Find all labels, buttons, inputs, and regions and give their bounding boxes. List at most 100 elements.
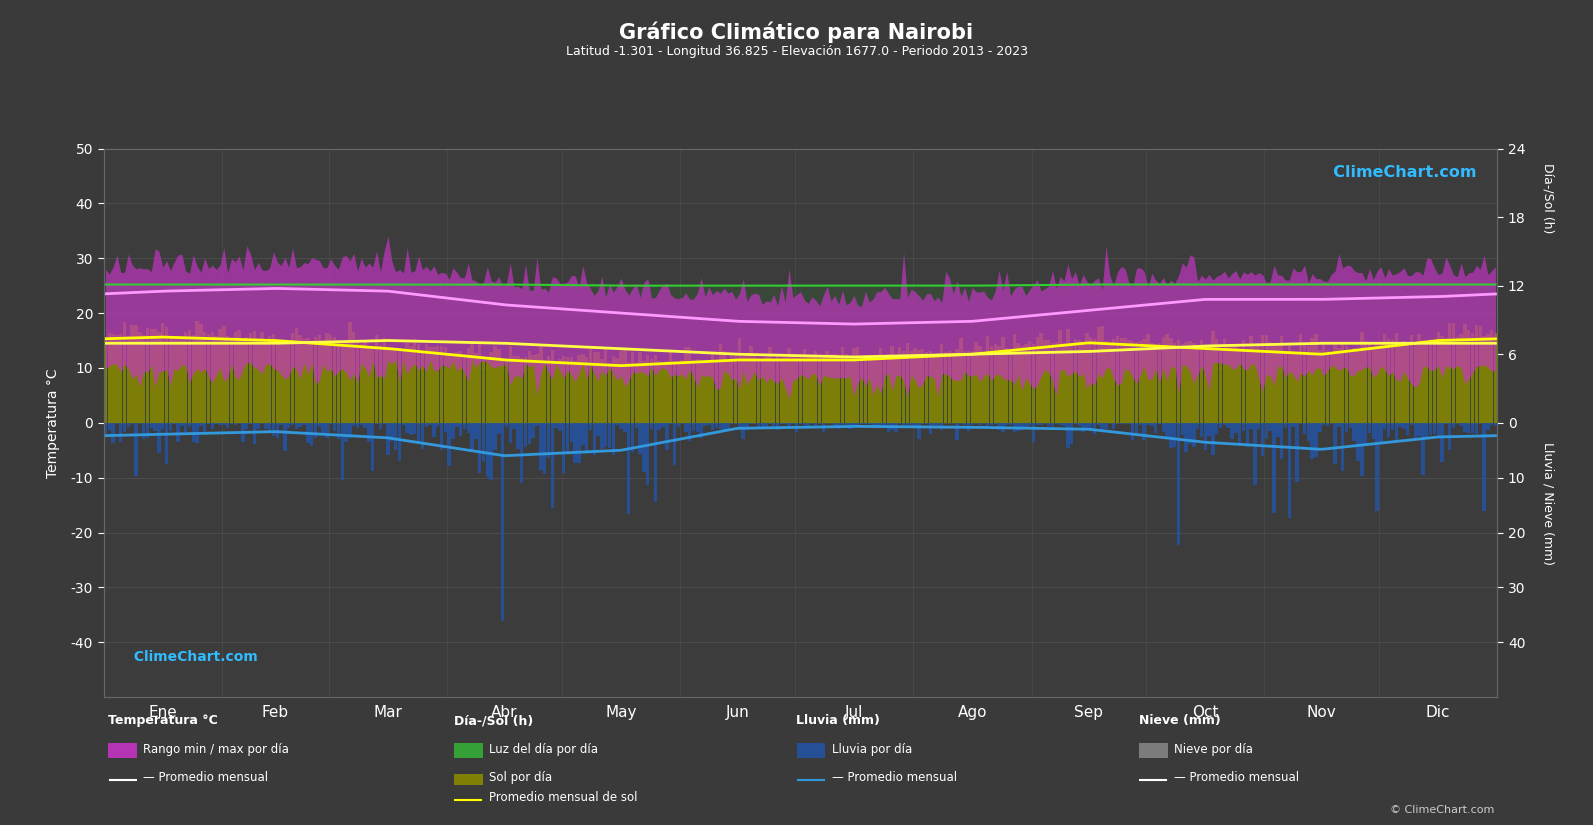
Bar	[585, 422, 588, 455]
Bar	[379, 345, 382, 422]
Bar	[860, 422, 863, 424]
Bar	[1074, 339, 1077, 422]
Bar	[1383, 333, 1386, 422]
Bar	[1223, 422, 1227, 425]
Bar	[489, 422, 492, 480]
Bar	[161, 323, 164, 422]
Bar	[1375, 422, 1380, 512]
Bar	[967, 351, 970, 422]
Bar	[424, 422, 429, 427]
Bar	[1196, 346, 1200, 422]
Bar	[153, 329, 156, 422]
Bar	[749, 422, 752, 424]
Bar	[513, 356, 516, 422]
Bar	[883, 357, 886, 422]
Bar	[1200, 422, 1203, 436]
Bar	[836, 356, 841, 422]
Bar	[440, 422, 443, 450]
Bar	[303, 422, 306, 425]
Bar	[1494, 422, 1497, 426]
Bar	[1150, 422, 1153, 427]
Bar	[1169, 422, 1172, 448]
Bar	[1227, 347, 1230, 422]
Bar	[1219, 422, 1222, 427]
Bar	[108, 422, 112, 431]
Bar	[913, 348, 916, 422]
Bar	[852, 422, 855, 426]
Bar	[398, 422, 401, 461]
Bar	[421, 351, 424, 422]
Bar	[1230, 346, 1233, 422]
Bar	[1211, 332, 1214, 422]
Bar	[1104, 422, 1107, 428]
Bar	[688, 347, 691, 422]
Bar	[773, 422, 776, 427]
Bar	[1295, 422, 1298, 483]
Bar	[715, 360, 718, 422]
Bar	[1330, 353, 1333, 422]
Bar	[1161, 337, 1164, 422]
Bar	[459, 422, 462, 436]
Bar	[1440, 422, 1443, 462]
Bar	[1317, 350, 1322, 422]
Bar	[1101, 422, 1104, 430]
Bar	[1058, 422, 1063, 425]
Bar	[765, 356, 768, 422]
Bar	[855, 346, 860, 422]
Bar	[527, 422, 530, 444]
Bar	[119, 334, 123, 422]
Bar	[311, 422, 314, 446]
Bar	[1489, 330, 1493, 422]
Bar	[1238, 422, 1241, 446]
Bar	[1238, 347, 1241, 422]
Bar	[964, 351, 967, 422]
Bar	[1142, 422, 1145, 440]
Bar	[371, 422, 374, 471]
Bar	[462, 422, 467, 429]
Bar	[1104, 342, 1107, 422]
Bar	[852, 348, 855, 422]
Bar	[1421, 341, 1424, 422]
Bar	[1227, 422, 1230, 428]
Bar	[1349, 422, 1352, 428]
Bar	[902, 351, 905, 422]
Bar	[226, 422, 229, 428]
Bar	[104, 337, 107, 422]
Bar	[1082, 342, 1085, 422]
Bar	[1325, 422, 1329, 426]
Bar	[234, 422, 237, 425]
Bar	[199, 422, 202, 426]
Bar	[1219, 349, 1222, 422]
Bar	[164, 327, 169, 422]
Bar	[497, 422, 500, 434]
Bar	[573, 361, 577, 422]
Bar	[112, 334, 115, 422]
Bar	[532, 422, 535, 438]
Bar	[1464, 324, 1467, 422]
Bar	[849, 359, 852, 422]
Bar	[757, 360, 760, 422]
Bar	[1243, 422, 1246, 431]
Bar	[1257, 343, 1260, 422]
Bar	[1207, 347, 1211, 422]
Bar	[1180, 422, 1184, 436]
Bar	[795, 422, 798, 431]
Bar	[524, 356, 527, 422]
Bar	[1341, 342, 1344, 422]
Bar	[566, 357, 569, 422]
Bar	[1077, 422, 1082, 426]
Bar	[546, 356, 550, 422]
Bar	[890, 422, 894, 430]
Bar	[726, 360, 730, 422]
Bar	[1448, 422, 1451, 450]
Bar	[918, 422, 921, 439]
Bar	[183, 422, 188, 432]
Bar	[1489, 422, 1493, 425]
Bar	[459, 351, 462, 422]
Bar	[937, 422, 940, 425]
Bar	[784, 422, 787, 424]
Bar	[344, 422, 347, 441]
Bar	[127, 336, 131, 422]
Bar	[1169, 338, 1172, 422]
Bar	[196, 321, 199, 422]
